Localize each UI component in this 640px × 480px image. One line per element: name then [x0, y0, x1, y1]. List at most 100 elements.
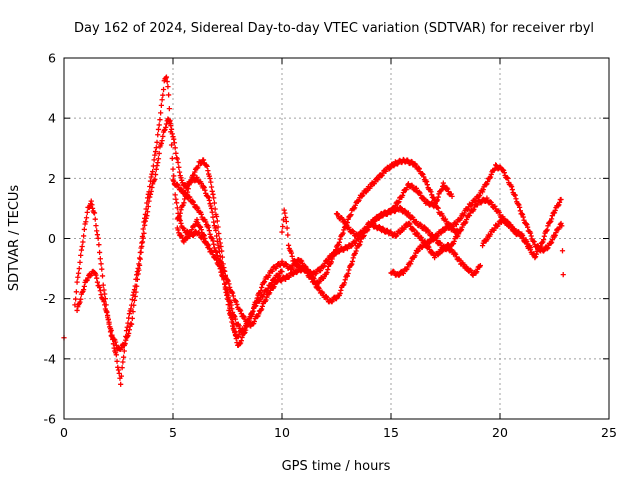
data-point [213, 248, 219, 255]
data-point [191, 172, 197, 178]
data-point [98, 292, 104, 298]
data-point [287, 247, 293, 253]
data-point [396, 199, 402, 205]
data-point [206, 228, 212, 234]
x-tick-label: 15 [383, 425, 399, 440]
data-point [448, 191, 454, 197]
data-point [337, 290, 343, 297]
data-point [400, 270, 406, 277]
data-point [140, 235, 146, 241]
data-point [279, 268, 285, 275]
data-point [527, 230, 534, 236]
data-point [429, 249, 436, 255]
data-point [505, 219, 511, 225]
data-point [360, 230, 366, 236]
y-tick-label: 2 [48, 171, 56, 186]
data-point [525, 224, 531, 230]
data-point [94, 232, 101, 238]
data-point [348, 243, 354, 250]
data-point [198, 180, 204, 187]
data-point [545, 223, 551, 229]
x-tick-label: 10 [274, 425, 290, 440]
data-point [474, 202, 481, 208]
data-point [517, 208, 523, 214]
data-point [391, 206, 397, 212]
data-point [524, 241, 530, 247]
data-point [188, 229, 194, 235]
data-point [346, 267, 352, 273]
data-point [147, 194, 153, 200]
data-point [400, 192, 406, 198]
data-point [75, 274, 81, 280]
data-point [73, 289, 79, 295]
data-point [217, 266, 223, 272]
data-point [99, 296, 106, 302]
data-point [418, 235, 425, 241]
data-point [376, 215, 382, 222]
data-point [169, 155, 175, 162]
data-point [214, 238, 220, 244]
data-point [194, 174, 200, 181]
data-point [201, 184, 207, 191]
data-point [221, 268, 228, 275]
data-point [163, 74, 170, 80]
data-point [143, 215, 149, 221]
data-point [355, 233, 361, 239]
data-point [559, 223, 565, 229]
data-point [538, 243, 544, 249]
data-point [221, 277, 227, 283]
data-point [282, 210, 288, 216]
data-point [198, 227, 204, 233]
data-point [264, 294, 270, 300]
data-point [353, 248, 359, 254]
data-point [349, 228, 356, 234]
data-point [203, 219, 209, 225]
data-point [352, 240, 358, 247]
data-point [174, 156, 180, 162]
x-axis-label: GPS time / hours [282, 459, 391, 474]
data-point [343, 221, 349, 227]
data-point [78, 252, 84, 258]
data-point [233, 336, 239, 342]
data-point [171, 140, 178, 146]
data-point [207, 175, 213, 182]
data-point [81, 233, 87, 239]
data-point [119, 365, 125, 371]
data-point [123, 337, 129, 343]
data-point [97, 288, 103, 294]
data-point [267, 290, 273, 296]
y-tick-label: 0 [48, 231, 56, 246]
data-point [480, 187, 486, 193]
data-point [200, 157, 207, 163]
data-point [416, 165, 422, 171]
data-point [139, 239, 146, 245]
data-point [148, 188, 154, 195]
data-point [531, 239, 537, 245]
data-point [428, 189, 434, 195]
data-point [187, 194, 193, 200]
data-point [453, 221, 459, 228]
data-point [548, 218, 554, 224]
data-point [166, 106, 172, 112]
data-point [145, 203, 151, 210]
data-point [214, 218, 220, 224]
data-point [228, 302, 234, 308]
data-point [94, 279, 101, 285]
data-point [177, 210, 183, 216]
sat-trace-3 [74, 116, 246, 352]
data-point [204, 163, 210, 169]
data-point [229, 306, 235, 312]
sat-trace-2 [72, 74, 211, 387]
data-point [396, 272, 402, 279]
data-point [213, 254, 219, 260]
data-point [195, 163, 202, 169]
data-point [528, 233, 534, 239]
data-point [496, 209, 502, 216]
data-point [228, 315, 234, 321]
data-point [171, 136, 177, 142]
data-point [519, 233, 526, 239]
data-point [549, 213, 555, 219]
data-point [552, 232, 558, 238]
data-point [192, 169, 198, 175]
